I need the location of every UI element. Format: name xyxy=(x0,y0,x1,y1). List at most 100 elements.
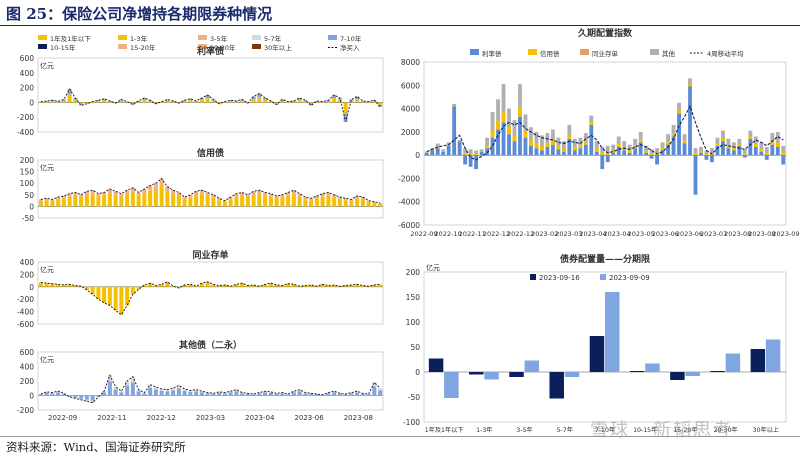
duration-bar-rate xyxy=(671,136,676,156)
duration-bar-credit xyxy=(479,150,484,152)
duration-bar-credit xyxy=(468,153,473,156)
stacked-bar-segment xyxy=(96,101,101,103)
stacked-bar-segment xyxy=(274,284,279,287)
duration-bar-credit xyxy=(666,141,670,145)
net-buy-line xyxy=(40,88,381,122)
stacked-bar-segment xyxy=(136,389,141,392)
stacked-bar-segment xyxy=(240,192,245,196)
duration-bar-other xyxy=(737,138,742,146)
duration-bar-credit xyxy=(600,152,605,156)
stacked-bar-segment xyxy=(234,196,239,207)
stacked-bar-segment xyxy=(314,100,319,102)
stacked-bar-segment xyxy=(84,399,89,402)
duration-bar-rate xyxy=(474,155,479,170)
stacked-bar-segment xyxy=(136,101,141,103)
legend-swatch xyxy=(328,35,337,40)
legend-label: 利率债 xyxy=(482,49,502,58)
duration-bar-other xyxy=(424,151,429,153)
x-tick-label: 2022-12 xyxy=(147,414,176,422)
stacked-bar-segment xyxy=(84,191,89,196)
plot-frame xyxy=(423,271,787,423)
stacked-bar-segment xyxy=(102,100,107,103)
y-tick-label: 400 xyxy=(20,363,35,372)
stacked-bar-segment xyxy=(211,197,216,207)
stacked-bar-segment xyxy=(73,97,78,100)
y-tick-label: 0 xyxy=(415,151,420,160)
stacked-bar-segment xyxy=(136,100,141,102)
stacked-bar-segment xyxy=(320,196,325,207)
stacked-bar-segment xyxy=(222,393,227,396)
stacked-bar-segment xyxy=(73,99,78,103)
stacked-bar-segment xyxy=(182,284,187,287)
stacked-bar-segment xyxy=(257,93,262,98)
stacked-bar-segment xyxy=(337,99,342,103)
duration-bar-other xyxy=(759,142,764,152)
stacked-bar-segment xyxy=(113,195,118,207)
stacked-bar-segment xyxy=(372,284,377,287)
duration-bar-other xyxy=(748,130,753,139)
stacked-bar-segment xyxy=(61,99,66,101)
stacked-bar-segment xyxy=(107,101,112,103)
duration-bar-other xyxy=(616,136,621,147)
stacked-bar-segment xyxy=(38,394,43,396)
stacked-bar-segment xyxy=(291,100,296,102)
stacked-bar-segment xyxy=(286,192,291,196)
stacked-bar-segment xyxy=(148,101,153,103)
stacked-bar-segment xyxy=(44,392,49,396)
unit-label: 亿元 xyxy=(40,265,54,274)
x-tick-label: 2023-06 xyxy=(294,414,324,422)
stacked-bar-segment xyxy=(159,284,164,287)
duration-bar-credit xyxy=(748,136,753,139)
stacked-bar-segment xyxy=(280,100,285,103)
duration-bar-rate xyxy=(441,151,446,156)
duration-bar-rate xyxy=(430,150,435,156)
y-tick-label: 600 xyxy=(20,54,35,63)
stacked-bar-segment xyxy=(291,391,296,393)
legend-swatch xyxy=(118,35,127,40)
stacked-bar-segment xyxy=(130,286,135,295)
stacked-bar-segment xyxy=(257,194,262,207)
duration-bar-rate xyxy=(561,151,566,156)
stacked-bar-segment xyxy=(148,283,153,287)
stacked-bar-segment xyxy=(349,284,354,287)
legend-swatch xyxy=(198,44,207,49)
duration-bar-rate xyxy=(704,155,709,160)
x-category-label: 30年以上 xyxy=(753,426,779,434)
stacked-bar-segment xyxy=(245,285,250,287)
stacked-bar-segment xyxy=(194,191,199,196)
stacked-bar-segment xyxy=(113,286,118,311)
stacked-bar-segment xyxy=(79,104,84,106)
stacked-bar-segment xyxy=(171,194,176,207)
stacked-bar-segment xyxy=(274,102,279,104)
duration-bar-rate xyxy=(731,150,736,156)
duration-bar-other xyxy=(435,143,440,149)
y-tick-label: -50 xyxy=(22,214,34,223)
duration-bar-rate xyxy=(496,129,500,156)
duration-bar-rate xyxy=(485,148,489,156)
x-tick-label: 2022-12 xyxy=(483,230,510,238)
stacked-bar-segment xyxy=(211,100,216,103)
stacked-bar-segment xyxy=(73,395,78,398)
stacked-bar-segment xyxy=(102,391,107,393)
duration-bar-credit xyxy=(589,122,594,125)
stacked-bar-segment xyxy=(297,389,302,392)
x-tick-label: 2022-12 xyxy=(507,230,534,238)
duration-bar-other xyxy=(622,141,627,151)
duration-bar-credit xyxy=(490,129,495,138)
stacked-bar-segment xyxy=(349,392,354,394)
y-tick-label: 400 xyxy=(20,258,35,267)
duration-bar-credit xyxy=(578,145,583,149)
duration-bar-rate xyxy=(715,145,720,156)
stacked-bar-segment xyxy=(188,390,193,392)
stacked-bar-segment xyxy=(79,194,84,198)
duration-bar-credit xyxy=(561,148,566,152)
y-tick-label: 200 xyxy=(20,84,35,93)
legend-swatch xyxy=(198,35,207,40)
stacked-bar-segment xyxy=(234,391,239,396)
duration-bar-other xyxy=(523,114,528,138)
duration-bar-credit xyxy=(770,141,775,145)
duration-bar-rate xyxy=(726,148,731,156)
stacked-bar-segment xyxy=(142,97,147,100)
duration-bar-credit xyxy=(474,153,479,156)
duration-bar-credit xyxy=(726,145,731,149)
